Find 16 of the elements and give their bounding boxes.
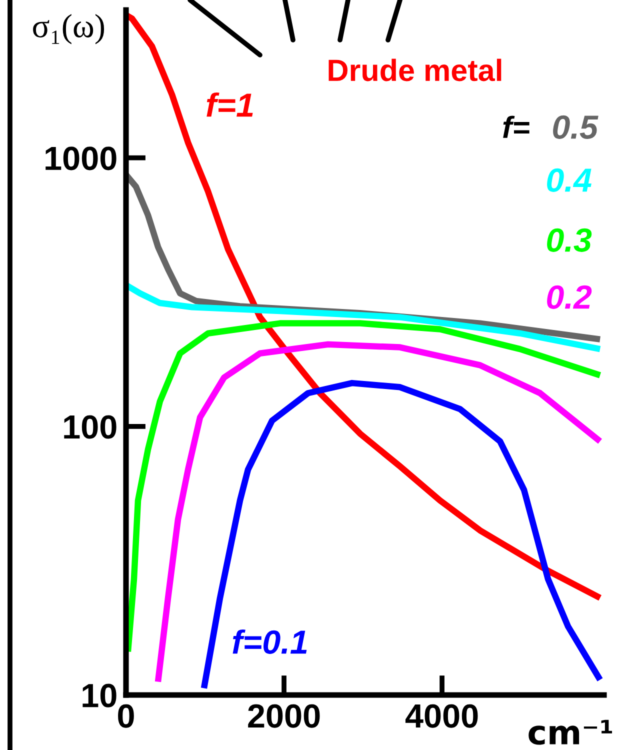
x-tick-label: 0 xyxy=(118,704,134,728)
x-tick-label: 2000 xyxy=(248,704,320,728)
series-label: f=0.1 xyxy=(232,629,307,654)
series-label: f=1 xyxy=(206,92,253,117)
text: 0.5 xyxy=(553,115,598,139)
x-axis-title: cm⁻¹ xyxy=(528,720,612,745)
y-tick-label: 100 xyxy=(64,415,116,439)
x-tick-label: 4000 xyxy=(405,704,478,728)
text: 0.3 xyxy=(547,228,592,252)
annotation: Drude metal xyxy=(328,58,502,82)
text: 0.4 xyxy=(547,168,592,192)
y-tick-label: 1000 xyxy=(46,146,116,170)
y-tick-label: 10 xyxy=(82,684,116,708)
y-axis-title: σ₁(ω) xyxy=(33,14,104,44)
text: 0.2 xyxy=(547,285,592,309)
annotation: f= xyxy=(503,116,530,138)
